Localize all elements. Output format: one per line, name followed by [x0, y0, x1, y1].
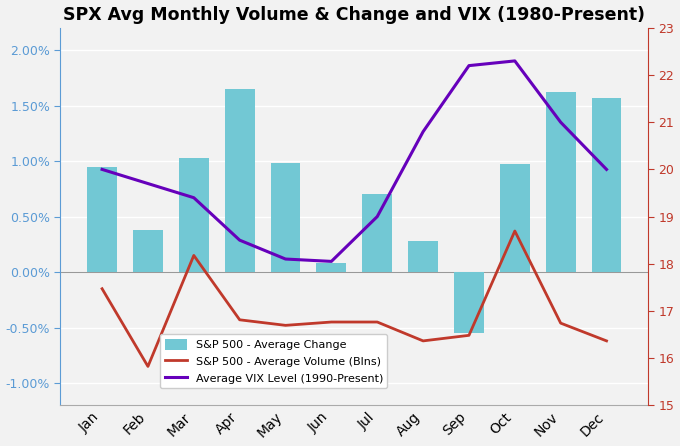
Bar — [316, 263, 346, 272]
Bar — [546, 92, 575, 272]
Bar — [408, 241, 438, 272]
Bar — [271, 163, 301, 272]
Bar — [225, 89, 254, 272]
Title: SPX Avg Monthly Volume & Change and VIX (1980-Present): SPX Avg Monthly Volume & Change and VIX … — [63, 5, 645, 24]
Bar — [592, 98, 622, 272]
Bar — [179, 158, 209, 272]
Bar — [500, 165, 530, 272]
Legend: S&P 500 - Average Change, S&P 500 - Average Volume (Blns), Average VIX Level (19: S&P 500 - Average Change, S&P 500 - Aver… — [160, 334, 388, 388]
Bar — [133, 230, 163, 272]
Bar — [362, 194, 392, 272]
Bar — [454, 272, 484, 333]
Bar — [87, 167, 117, 272]
